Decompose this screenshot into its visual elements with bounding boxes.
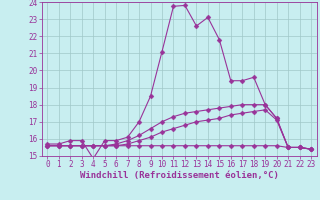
X-axis label: Windchill (Refroidissement éolien,°C): Windchill (Refroidissement éolien,°C) [80, 171, 279, 180]
